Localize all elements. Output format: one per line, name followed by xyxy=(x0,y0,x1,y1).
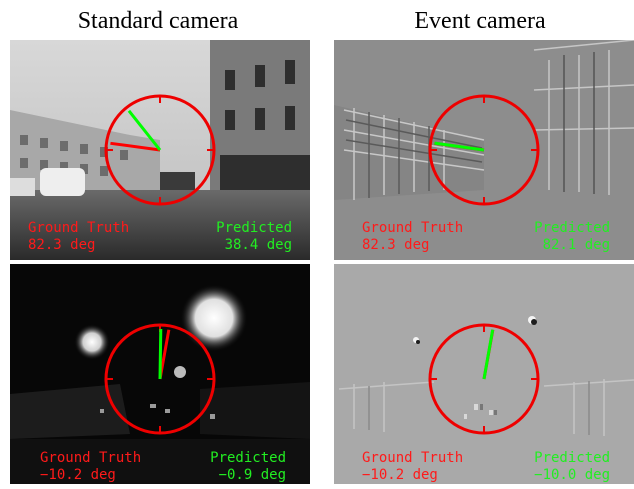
predicted-label: Predicted xyxy=(534,220,610,236)
event-night-gauge xyxy=(428,323,540,435)
panel-event-day: Ground Truth 82.3 deg Predicted 82.1 deg xyxy=(334,40,634,260)
standard-night-gauge xyxy=(104,323,216,435)
ground-truth-label: Ground Truth xyxy=(362,220,464,236)
predicted-label: Predicted xyxy=(210,450,286,466)
predicted-value: −10.0 deg xyxy=(534,467,610,483)
standard-day-gauge xyxy=(104,94,216,206)
event-night-image xyxy=(334,264,634,484)
standard-day-image xyxy=(10,40,310,260)
predicted-label: Predicted xyxy=(216,220,292,236)
ground-truth-label: Ground Truth xyxy=(28,220,130,236)
event-day-gauge xyxy=(428,94,540,206)
predicted-needle xyxy=(482,329,495,380)
ground-truth-value: −10.2 deg xyxy=(40,467,116,483)
panel-event-night: Ground Truth −10.2 deg Predicted −10.0 d… xyxy=(334,264,634,484)
predicted-value: 82.1 deg xyxy=(542,237,610,253)
column-title-event: Event camera xyxy=(414,8,546,34)
predicted-value: 38.4 deg xyxy=(224,237,292,253)
event-day-image xyxy=(334,40,634,260)
predicted-label: Predicted xyxy=(534,450,610,466)
standard-night-image xyxy=(10,264,310,484)
ground-truth-label: Ground Truth xyxy=(40,450,142,466)
predicted-needle xyxy=(127,109,162,151)
predicted-needle xyxy=(158,328,163,380)
predicted-needle xyxy=(434,141,485,152)
ground-truth-label: Ground Truth xyxy=(362,450,464,466)
ground-truth-value: 82.3 deg xyxy=(362,237,430,253)
panel-standard-day: Ground Truth 82.3 deg Predicted 38.4 deg xyxy=(10,40,310,260)
ground-truth-needle xyxy=(110,141,161,152)
panel-standard-night: Ground Truth −10.2 deg Predicted −0.9 de… xyxy=(10,264,310,484)
ground-truth-value: −10.2 deg xyxy=(362,467,438,483)
predicted-value: −0.9 deg xyxy=(218,467,286,483)
ground-truth-value: 82.3 deg xyxy=(28,237,96,253)
column-title-standard: Standard camera xyxy=(77,8,239,34)
